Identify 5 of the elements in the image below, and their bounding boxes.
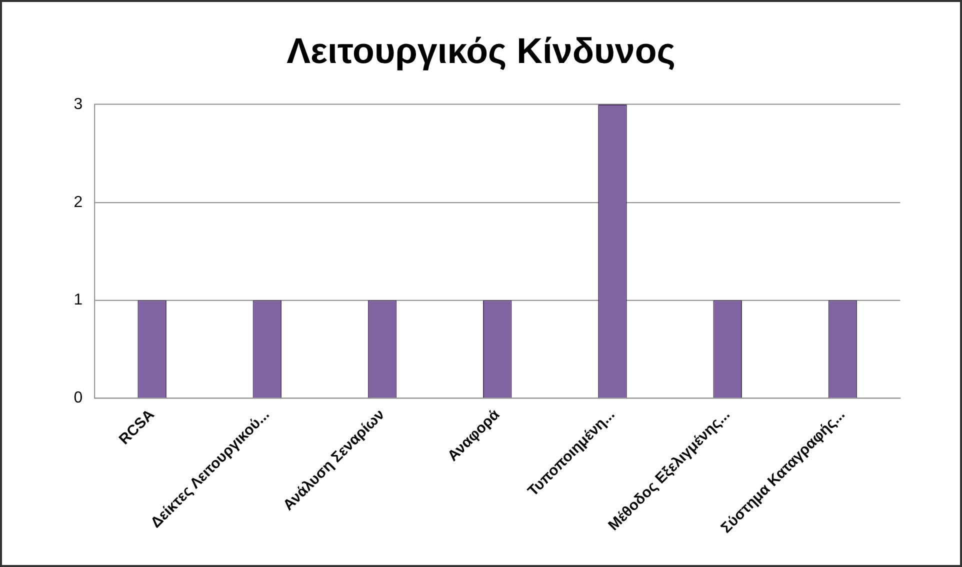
chart-title: Λειτουργικός Κίνδυνος [286, 31, 676, 72]
y-tick-label: 2 [74, 194, 83, 211]
y-tick-label: 0 [74, 390, 83, 407]
y-tick-label: 3 [74, 96, 83, 113]
y-tick-label: 1 [74, 292, 83, 309]
